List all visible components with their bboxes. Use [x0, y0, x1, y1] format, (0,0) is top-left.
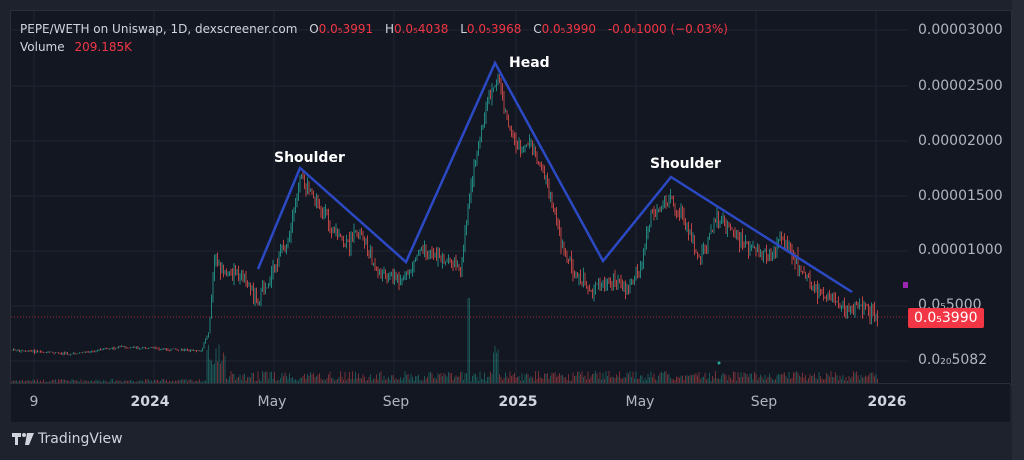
high-value: 0.0₅4038	[393, 22, 449, 36]
chart-plot-area[interactable]	[11, 11, 908, 383]
tradingview-logo-icon	[12, 433, 34, 445]
time-tick: 9	[29, 394, 39, 410]
time-axis[interactable]: 9 2024 May Sep 2025 May Sep 2026	[11, 383, 1010, 422]
open-label: O	[309, 22, 319, 36]
time-tick: 2026	[867, 394, 907, 410]
left-shoulder-label: Shoulder	[274, 150, 345, 166]
marker-icon	[903, 282, 908, 288]
chart-legend: PEPE/WETH on Uniswap, 1D, dexscreener.co…	[20, 20, 728, 56]
gridlines	[11, 11, 908, 383]
time-tick: May	[625, 394, 655, 410]
head-and-shoulders-line[interactable]	[256, 60, 853, 294]
tradingview-logo-text: TradingView	[38, 431, 123, 447]
close-label: C	[533, 22, 542, 36]
time-tick: 2025	[498, 394, 538, 410]
price-tick: 0.0₂₀5082	[918, 352, 988, 368]
chart-frame	[10, 10, 1012, 385]
high-label: H	[384, 22, 394, 36]
price-chart	[11, 11, 908, 383]
time-tick: May	[257, 394, 287, 410]
candlesticks	[11, 73, 878, 356]
time-tick: Sep	[750, 394, 778, 410]
ohlc-row: PEPE/WETH on Uniswap, 1D, dexscreener.co…	[20, 20, 728, 38]
change-value: -0.0₆1000 (−0.03%)	[607, 22, 728, 36]
time-tick: Sep	[382, 394, 410, 410]
price-tick: 0.00001000	[918, 242, 1003, 258]
dot-marker	[717, 361, 721, 365]
price-tick: 0.00003000	[918, 22, 1003, 38]
window-edge	[1012, 0, 1024, 460]
price-tick: 0.00002000	[918, 133, 1003, 149]
open-value: 0.0₅3991	[318, 22, 374, 36]
price-axis[interactable]: 0.00003000 0.00002500 0.00002000 0.00001…	[908, 11, 1010, 383]
volume-bars	[11, 298, 878, 383]
volume-row: Volume 209.185K	[20, 38, 728, 56]
price-tick: 0.00001500	[918, 188, 1003, 204]
volume-value: 209.185K	[74, 40, 132, 54]
right-shoulder-label: Shoulder	[650, 156, 721, 172]
time-tick: 2024	[130, 394, 170, 410]
price-tick: 0.00002500	[918, 78, 1003, 94]
head-label: Head	[509, 55, 550, 71]
low-value: 0.0₅3968	[466, 22, 522, 36]
close-value: 0.0₅3990	[541, 22, 597, 36]
tradingview-logo[interactable]: TradingView	[12, 431, 123, 447]
symbol-title[interactable]: PEPE/WETH on Uniswap, 1D, dexscreener.co…	[20, 22, 298, 36]
volume-label[interactable]: Volume	[20, 40, 65, 54]
last-price-badge: 0.0₅3990	[908, 308, 984, 328]
low-label: L	[460, 22, 467, 36]
